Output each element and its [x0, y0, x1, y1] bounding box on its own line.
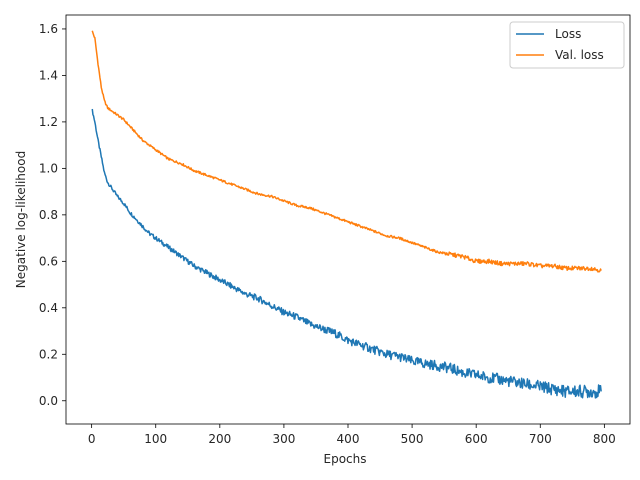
- y-tick-label: 0.0: [39, 394, 58, 408]
- legend-label: Loss: [555, 27, 581, 41]
- legend-label: Val. loss: [555, 48, 604, 62]
- series-layer: [91, 30, 602, 399]
- legend: Loss Val. loss: [509, 21, 625, 69]
- y-axis-label: Negative log-likelihood: [14, 151, 28, 288]
- plot-area: [66, 15, 630, 424]
- x-tick-label: 800: [593, 432, 616, 446]
- y-tick-label: 1.6: [39, 22, 58, 36]
- x-tick-label: 700: [529, 432, 552, 446]
- x-tick-label: 200: [208, 432, 231, 446]
- x-tick-label: 100: [144, 432, 167, 446]
- y-tick-label: 1.4: [39, 68, 58, 82]
- ticks-layer: 0 100 200 300 400 500 600 700 800 0.0 0.2 0.4 0.6 0.8…: [39, 22, 616, 446]
- y-tick-label: 0.2: [39, 347, 58, 361]
- x-axis-label: Epochs: [324, 452, 367, 466]
- y-tick-label: 1.2: [39, 115, 58, 129]
- y-tick-label: 0.4: [39, 301, 58, 315]
- x-tick-label: 300: [272, 432, 295, 446]
- series-line-val-loss: [91, 30, 602, 273]
- x-tick-label: 0: [88, 432, 96, 446]
- y-tick-label: 0.6: [39, 254, 58, 268]
- x-tick-label: 400: [337, 432, 360, 446]
- y-tick-label: 0.8: [39, 208, 58, 222]
- x-tick-label: 600: [465, 432, 488, 446]
- x-tick-label: 500: [401, 432, 424, 446]
- series-line-loss: [91, 108, 602, 399]
- y-tick-label: 1.0: [39, 161, 58, 175]
